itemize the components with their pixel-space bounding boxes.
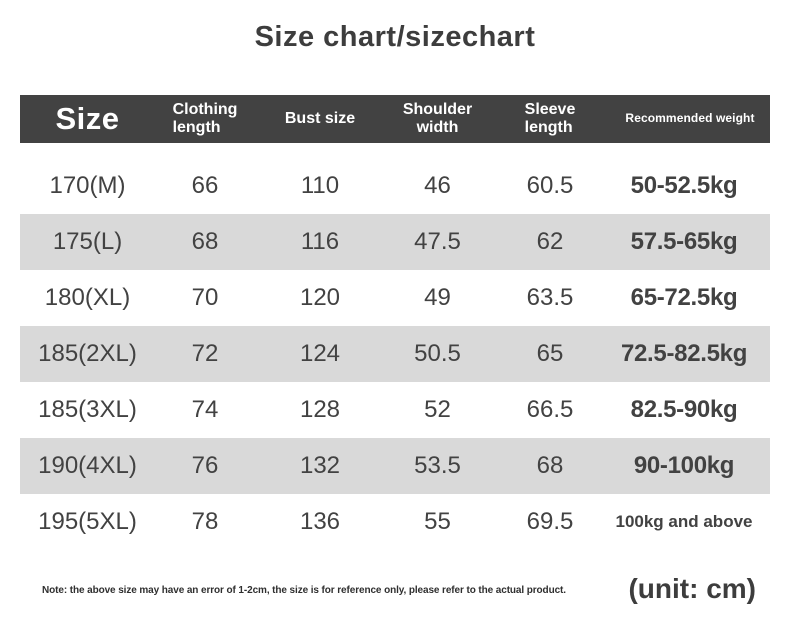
cell-size: 195(5XL) — [38, 508, 137, 535]
size-table: Size Clothing length Bust size Shoulder … — [20, 95, 770, 550]
table-row-175l: 175(L) 68 116 47.5 62 57.5-65kg — [20, 214, 770, 270]
cell-sleeve-length: 65 — [536, 340, 564, 367]
table-row-170m: 170(M) 66 110 46 60.5 50-52.5kg — [20, 158, 770, 214]
cell-clothing-length: 66 — [191, 172, 219, 199]
cell-shoulder-width: 53.5 — [414, 452, 461, 479]
cell-shoulder-width: 46 — [424, 172, 451, 199]
table-row-185-2xl: 185(2XL) 72 124 50.5 65 72.5-82.5kg — [20, 326, 770, 382]
cell-recommended-weight: 65-72.5kg — [630, 284, 738, 311]
table-header-row: Size Clothing length Bust size Shoulder … — [20, 95, 770, 143]
cell-clothing-length: 74 — [191, 396, 219, 423]
table-body: 170(M) 66 110 46 60.5 50-52.5kg 175(L) 6… — [20, 158, 770, 550]
cell-clothing-length: 68 — [191, 228, 219, 255]
cell-bust-size: 120 — [299, 284, 341, 311]
cell-bust-size: 136 — [299, 508, 341, 535]
footnote: Note: the above size may have an error o… — [42, 585, 566, 596]
cell-recommended-weight: 50-52.5kg — [630, 172, 738, 199]
column-header-sleeve-length: Sleeve length — [524, 101, 576, 136]
cell-recommended-weight: 72.5-82.5kg — [620, 340, 748, 367]
cell-bust-size: 116 — [300, 228, 340, 255]
column-header-shoulder-width: Shoulder width — [402, 101, 473, 136]
cell-recommended-weight: 90-100kg — [633, 452, 735, 479]
cell-recommended-weight: 100kg and above — [615, 512, 753, 531]
table-row-195-5xl: 195(5XL) 78 136 55 69.5 100kg and above — [20, 494, 770, 550]
cell-sleeve-length: 69.5 — [526, 508, 574, 535]
cell-shoulder-width: 49 — [424, 284, 451, 311]
cell-shoulder-width: 50.5 — [414, 340, 461, 367]
cell-sleeve-length: 62 — [536, 228, 564, 255]
table-row-185-3xl: 185(3XL) 74 128 52 66.5 82.5-90kg — [20, 382, 770, 438]
cell-bust-size: 132 — [299, 452, 341, 479]
cell-bust-size: 128 — [299, 396, 341, 423]
cell-sleeve-length: 66.5 — [526, 396, 574, 423]
cell-recommended-weight: 82.5-90kg — [630, 396, 738, 423]
cell-clothing-length: 76 — [191, 452, 219, 479]
column-header-recommended-weight: Recommended weight — [625, 111, 755, 126]
cell-sleeve-length: 68 — [536, 452, 564, 479]
cell-shoulder-width: 52 — [424, 396, 451, 423]
cell-clothing-length: 78 — [191, 508, 219, 535]
cell-size: 175(L) — [52, 228, 123, 255]
cell-sleeve-length: 63.5 — [526, 284, 574, 311]
cell-bust-size: 124 — [299, 340, 341, 367]
cell-size: 170(M) — [49, 172, 126, 199]
cell-size: 190(4XL) — [38, 452, 137, 479]
unit-label: (unit: cm) — [628, 573, 756, 604]
cell-clothing-length: 72 — [191, 340, 219, 367]
cell-shoulder-width: 47.5 — [414, 228, 461, 255]
page-title: Size chart/sizechart — [254, 21, 536, 53]
column-header-clothing-length: Clothing length — [172, 101, 238, 136]
cell-size: 185(2XL) — [38, 340, 137, 367]
cell-bust-size: 110 — [300, 172, 340, 199]
cell-size: 180(XL) — [44, 284, 131, 311]
cell-size: 185(3XL) — [38, 396, 137, 423]
column-header-bust-size: Bust size — [284, 110, 356, 128]
cell-recommended-weight: 57.5-65kg — [630, 228, 738, 255]
table-row-190-4xl: 190(4XL) 76 132 53.5 68 90-100kg — [20, 438, 770, 494]
table-row-180xl: 180(XL) 70 120 49 63.5 65-72.5kg — [20, 270, 770, 326]
cell-shoulder-width: 55 — [424, 508, 451, 535]
cell-sleeve-length: 60.5 — [526, 172, 574, 199]
cell-clothing-length: 70 — [191, 284, 219, 311]
column-header-size: Size — [55, 100, 120, 136]
